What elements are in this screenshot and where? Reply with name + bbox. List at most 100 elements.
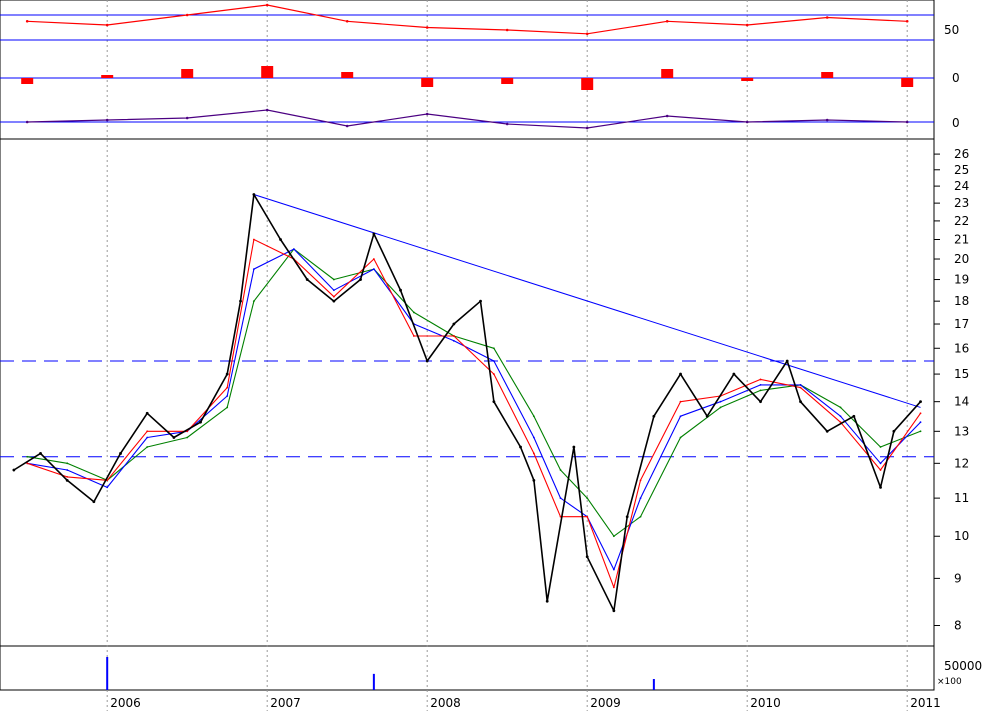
oscillator-2-point bbox=[25, 120, 29, 124]
price-data-point bbox=[879, 462, 882, 465]
price-data-point bbox=[532, 452, 535, 455]
price-data-point bbox=[26, 455, 29, 458]
price-data-point bbox=[586, 497, 589, 500]
price-data-point bbox=[226, 386, 229, 389]
price-data-point bbox=[639, 515, 642, 518]
price-data-point bbox=[92, 500, 96, 504]
histogram-bar bbox=[821, 72, 834, 78]
price-tick-label: 21 bbox=[954, 233, 969, 247]
year-tick-label: 2010 bbox=[750, 696, 781, 710]
price-data-point bbox=[492, 400, 496, 404]
oscillator-1-point bbox=[425, 26, 429, 29]
price-data-point bbox=[612, 609, 616, 613]
price-data-point bbox=[679, 400, 682, 403]
price-data-point bbox=[852, 414, 856, 418]
price-tick-label: 17 bbox=[954, 317, 969, 331]
volume-scale-note: ×100 bbox=[937, 677, 962, 687]
price-data-point bbox=[279, 238, 282, 241]
price-data-point bbox=[292, 248, 295, 251]
oscillator-2-point bbox=[825, 118, 829, 122]
price-data-point bbox=[452, 335, 455, 337]
histogram-bar bbox=[581, 78, 594, 90]
price-data-point bbox=[12, 468, 16, 472]
price-tick-label: 18 bbox=[954, 294, 969, 308]
price-data-point bbox=[332, 289, 335, 292]
price-tick-label: 14 bbox=[954, 395, 969, 409]
price-data-point bbox=[332, 295, 335, 298]
oscillator-1-point bbox=[505, 28, 509, 32]
price-data-point bbox=[532, 478, 536, 482]
oscillator-2-point bbox=[585, 126, 589, 130]
price-data-point bbox=[66, 462, 69, 465]
price-tick-label: 22 bbox=[954, 214, 969, 228]
price-data-point bbox=[226, 395, 229, 397]
year-tick-label: 2007 bbox=[270, 696, 301, 710]
price-tick-label: 9 bbox=[954, 571, 962, 585]
histogram-bar bbox=[21, 78, 34, 84]
price-data-point bbox=[586, 515, 589, 518]
price-data-point bbox=[399, 288, 402, 292]
histogram-bar bbox=[741, 78, 754, 81]
price-tick-labels: 8 9 10 11 12 13 14 15 16 17 18 19 20 21 22 23 24 25 26 bbox=[934, 147, 969, 632]
price-data-point bbox=[919, 421, 922, 424]
volume-panel bbox=[106, 657, 655, 690]
price-data-point bbox=[425, 359, 429, 363]
price-data-point bbox=[679, 372, 682, 376]
histogram-bar bbox=[501, 78, 514, 84]
price-data-point bbox=[759, 389, 762, 392]
oscillator-2-line bbox=[27, 109, 908, 129]
price-tick-label: 13 bbox=[954, 424, 969, 438]
price-data-point bbox=[919, 412, 922, 415]
histogram-bar bbox=[901, 78, 914, 87]
price-tick-label: 12 bbox=[954, 456, 969, 470]
price-tick-label: 16 bbox=[954, 341, 969, 355]
price-data-point bbox=[919, 400, 922, 404]
price-data-point bbox=[545, 599, 549, 603]
price-data-point bbox=[879, 446, 882, 448]
year-tick-label: 2009 bbox=[590, 696, 621, 710]
price-data-point bbox=[839, 415, 842, 418]
price-data-point bbox=[719, 406, 722, 409]
price-tick-label: 25 bbox=[954, 163, 969, 177]
price-data-point bbox=[186, 436, 189, 439]
price-data-point bbox=[412, 335, 415, 337]
price-data-point bbox=[199, 420, 202, 424]
price-data-point bbox=[412, 311, 415, 314]
price-data-point bbox=[359, 278, 362, 281]
oscillator-2-point bbox=[665, 114, 669, 118]
price-data-point bbox=[106, 486, 109, 489]
price-tick-label: 24 bbox=[954, 179, 969, 193]
price-tick-label: 11 bbox=[954, 491, 969, 505]
oscillator-1-point bbox=[585, 32, 589, 36]
price-data-point bbox=[372, 232, 376, 236]
price-data-point bbox=[639, 479, 642, 482]
price-data-point bbox=[479, 299, 482, 303]
price-data-point bbox=[919, 430, 922, 433]
price-data-point bbox=[452, 339, 455, 342]
price-data-point bbox=[519, 445, 522, 449]
price-data-point bbox=[332, 278, 335, 281]
price-data-point bbox=[239, 299, 242, 303]
price-data-point bbox=[492, 360, 495, 362]
price-data-point bbox=[705, 414, 709, 418]
oscillator-1-line bbox=[27, 4, 908, 35]
price-tick-label: 26 bbox=[954, 147, 969, 161]
price-data-point bbox=[719, 400, 722, 403]
price-data-point bbox=[759, 400, 762, 404]
price-data-point bbox=[732, 372, 736, 376]
price-data-point bbox=[146, 430, 149, 433]
volume-tick-label: 50000 bbox=[944, 659, 982, 673]
price-data-point bbox=[39, 452, 42, 455]
histogram-bar bbox=[421, 78, 434, 87]
price-data-point bbox=[492, 373, 495, 375]
oscillator-1-point bbox=[25, 19, 29, 23]
price-data-point bbox=[532, 436, 535, 439]
osc2-tick-label: 0 bbox=[952, 116, 960, 130]
oscillator-1-point bbox=[745, 23, 749, 27]
price-data-point bbox=[452, 322, 456, 326]
price-data-point bbox=[372, 258, 375, 260]
price-data-point bbox=[146, 446, 149, 448]
oscillator-1-point bbox=[825, 16, 829, 19]
price-data-point bbox=[612, 535, 615, 538]
oscillator-2-panel bbox=[0, 108, 934, 130]
